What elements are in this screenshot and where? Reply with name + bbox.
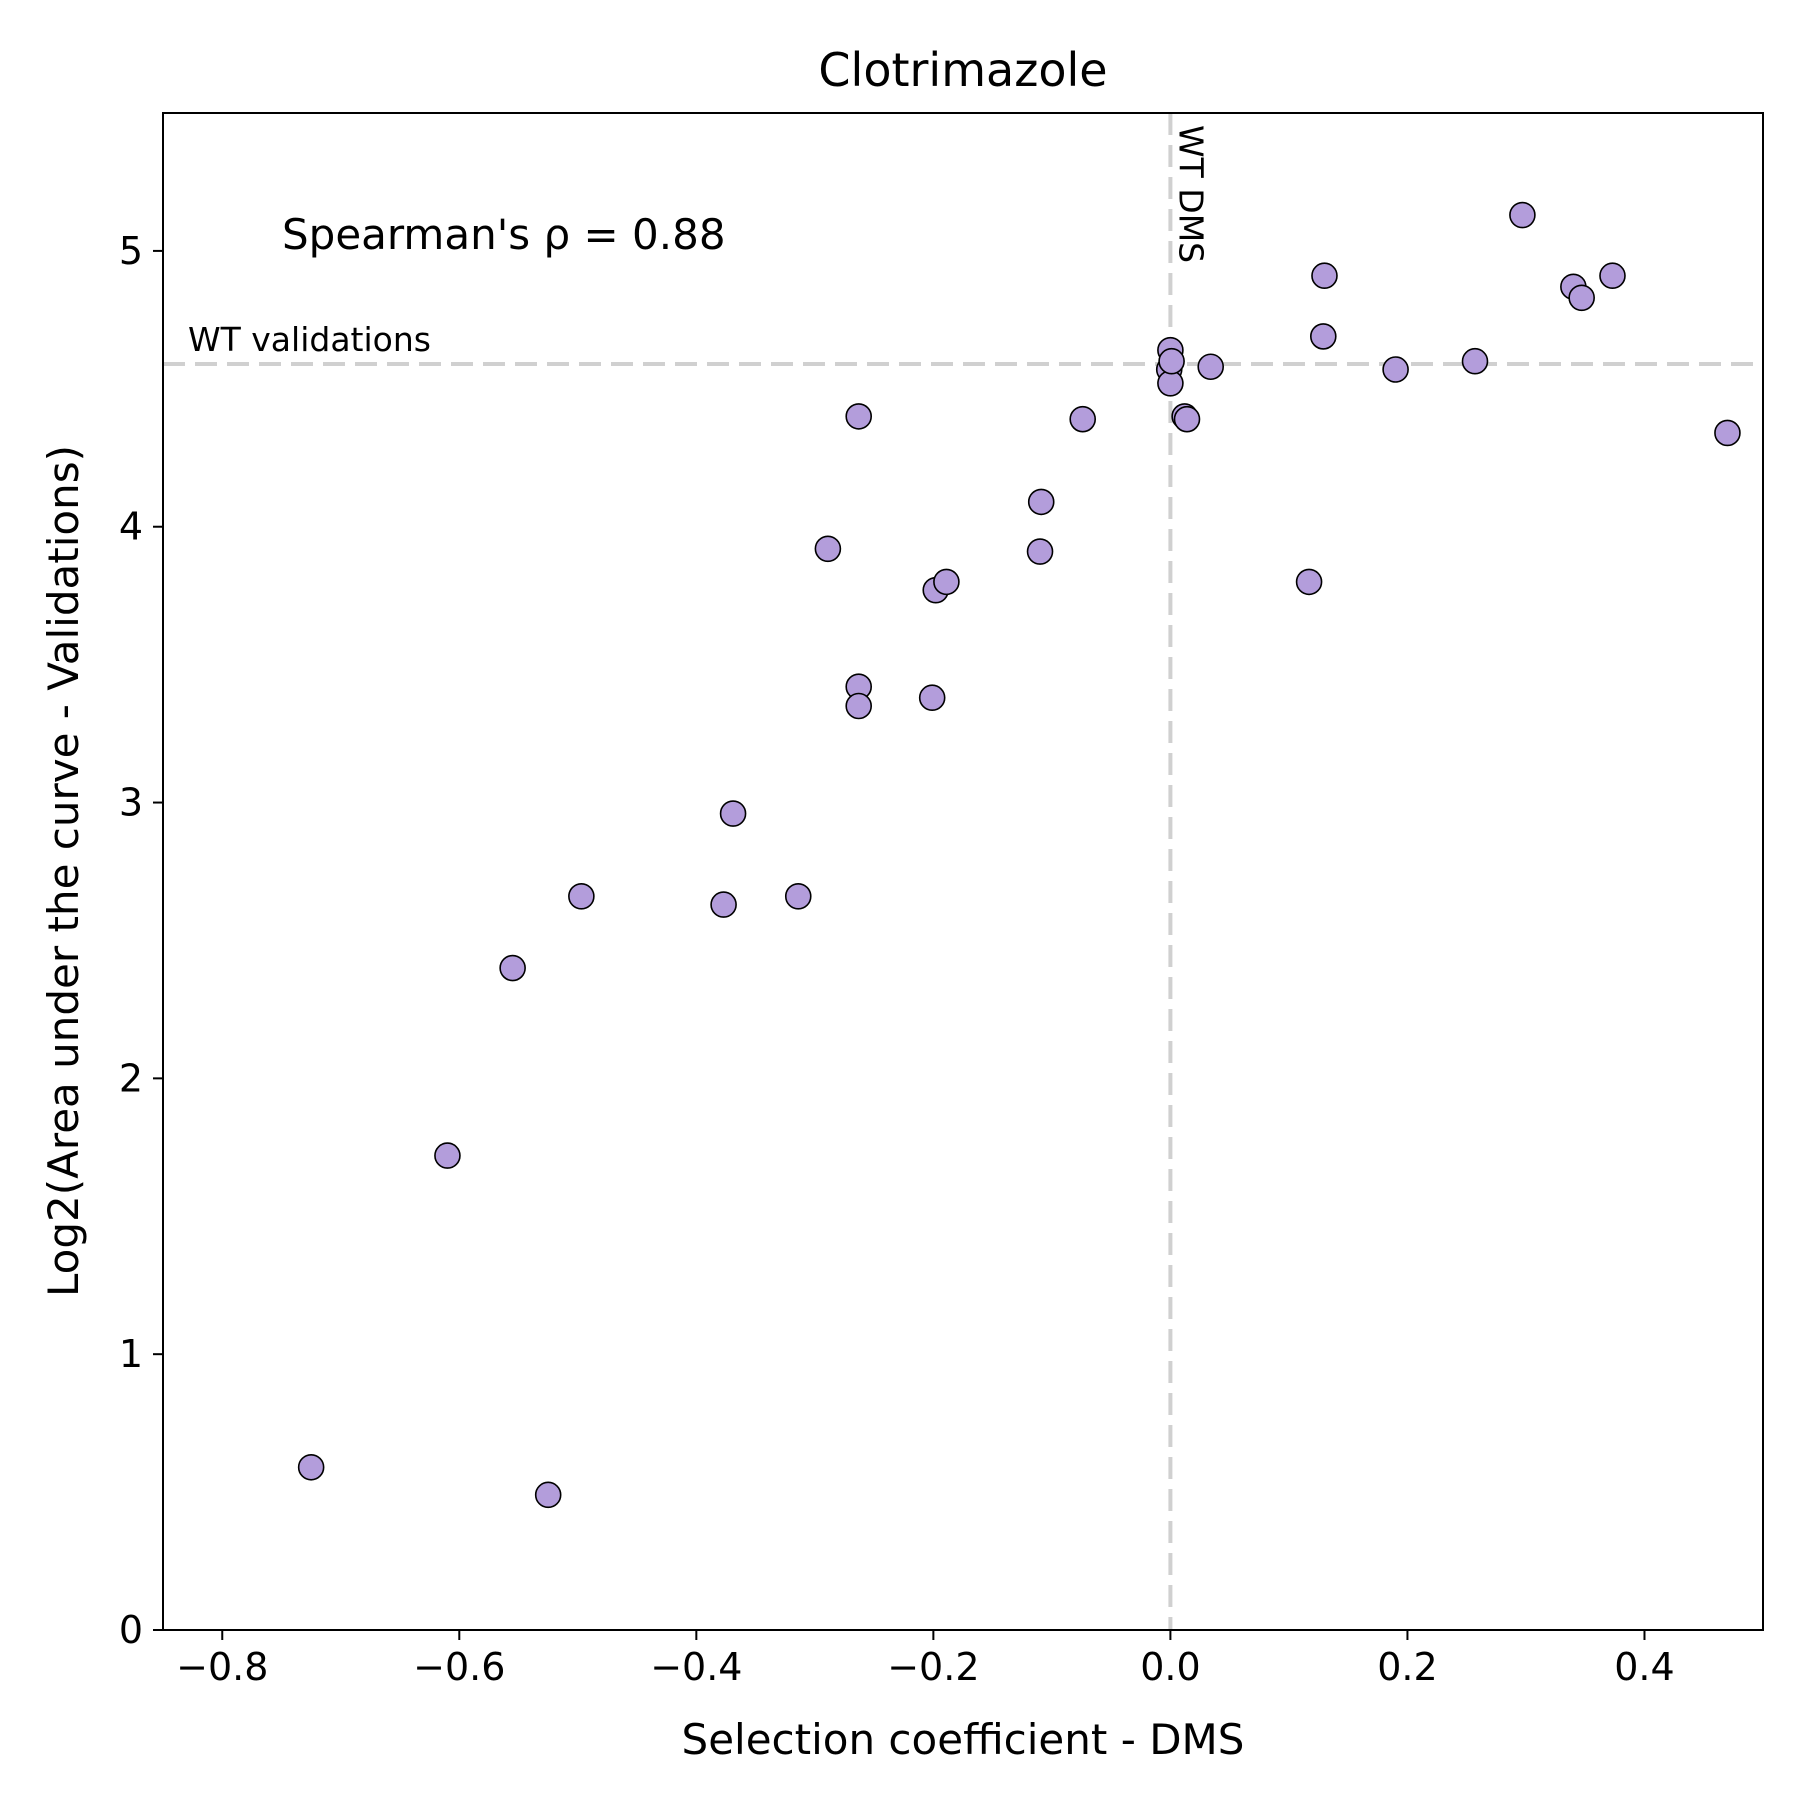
data-point [1714,419,1741,447]
data-point [1461,347,1489,375]
data-point [1069,405,1097,433]
data-point [1568,284,1595,312]
data-point [719,800,747,827]
reference-lines [163,113,1763,1630]
wt-dms-label: WT DMS [1171,125,1210,263]
x-tick-label: −0.8 [176,1645,268,1689]
data-point [814,535,842,563]
data-points [297,201,1741,1509]
x-tick-label: −0.6 [413,1645,505,1689]
data-point [1026,538,1054,565]
data-point [710,891,737,918]
x-tick-label: 0.4 [1614,1645,1674,1689]
data-point [434,1142,461,1169]
data-point [1309,323,1337,350]
data-point [297,1453,325,1481]
data-point [1027,488,1055,516]
x-tick-label: 0.2 [1377,1645,1437,1689]
data-point [1311,262,1338,290]
y-tick-label: 5 [119,229,143,273]
x-axis-label: Selection coefficient - DMS [682,1715,1245,1764]
data-point [784,883,812,910]
data-point [1158,347,1185,375]
data-point [499,954,526,982]
y-tick-label: 1 [119,1332,143,1376]
chart-title: Clotrimazole [818,43,1107,97]
data-point [918,684,946,712]
wt-validations-label: WT validations [188,320,431,359]
data-point [568,883,595,910]
data-point [1295,568,1323,596]
data-point [1382,356,1409,383]
y-tick-label: 3 [119,781,143,825]
x-tick-label: 0.0 [1140,1645,1200,1689]
y-tick-label: 0 [119,1608,143,1652]
reference-labels: WT validations WT DMS [188,125,1210,359]
data-point [1173,405,1201,433]
y-tick-label: 4 [119,505,143,549]
data-point [845,692,873,720]
data-point [534,1481,562,1509]
x-tick-label: −0.2 [887,1645,979,1689]
data-point [1157,370,1184,397]
data-point [1599,262,1626,290]
plot-frame [162,112,1764,1631]
y-axis-label: Log2(Area under the curve - Validations) [39,445,88,1297]
data-point [1197,353,1225,381]
data-point [845,403,873,430]
x-tick-label: −0.4 [650,1645,742,1689]
y-tick-label: 2 [119,1056,143,1100]
data-point [1509,201,1536,229]
data-point [933,568,960,596]
x-axis-ticks: −0.8 −0.6 −0.4 −0.2 0.0 0.2 0.4 [176,1630,1675,1689]
y-axis-ticks: 0 1 2 3 4 5 [119,229,163,1652]
spearman-annotation: Spearman's ρ = 0.88 [282,210,726,259]
